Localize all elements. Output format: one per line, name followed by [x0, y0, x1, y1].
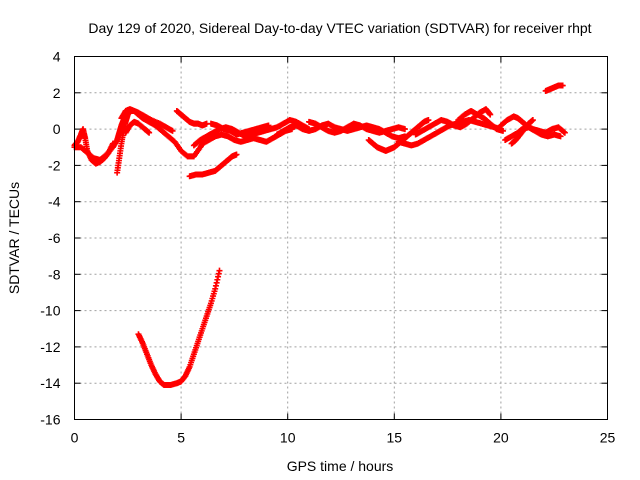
x-tick-labels: 0 5 10 15 20 25 [71, 430, 616, 446]
y-tick-label: -12 [40, 339, 60, 355]
series-pass-8 [135, 267, 223, 389]
y-tick-label: -4 [48, 194, 61, 210]
data-point [560, 128, 567, 135]
series-pass-5 [122, 118, 153, 136]
series-pass-7 [186, 151, 240, 180]
y-tick-label: -16 [40, 412, 60, 428]
x-tick-label: 0 [71, 430, 79, 446]
data-point [233, 151, 240, 158]
y-tick-label: -10 [40, 303, 60, 319]
data-point [401, 126, 408, 133]
series-pass-16 [412, 106, 494, 138]
series-pass-21 [542, 82, 566, 94]
series-pass-13 [306, 118, 408, 136]
data-point [561, 129, 568, 136]
series-pass-20 [508, 117, 536, 147]
series-pass-14 [365, 117, 432, 154]
chart-title: Day 129 of 2020, Sidereal Day-to-day VTE… [88, 20, 591, 36]
series-pass-11 [207, 120, 272, 138]
y-tick-label: -6 [48, 230, 61, 246]
x-tick-label: 15 [387, 430, 403, 446]
data-series [71, 82, 568, 389]
x-tick-label: 25 [600, 430, 616, 446]
data-point [425, 117, 432, 124]
series-pass-6 [173, 107, 210, 129]
x-axis-label: GPS time / hours [287, 458, 394, 474]
data-point [559, 82, 566, 89]
y-tick-label: 2 [53, 85, 61, 101]
data-point [216, 267, 223, 274]
y-tick-labels: -16 -14 -12 -10 -8 -6 -4 -2 0 2 4 [40, 49, 60, 428]
series-pass-17 [455, 107, 507, 134]
y-tick-label: -2 [48, 157, 61, 173]
data-point [146, 129, 153, 136]
data-point [265, 122, 272, 129]
x-tick-label: 5 [177, 430, 185, 446]
data-point [529, 117, 536, 124]
y-axis-label: SDTVAR / TECUs [6, 182, 22, 294]
series-pass-4 [118, 106, 208, 160]
data-point [500, 127, 507, 134]
y-tick-label: -8 [48, 266, 61, 282]
x-tick-label: 10 [280, 430, 296, 446]
data-point [169, 127, 176, 134]
x-tick-label: 20 [493, 430, 509, 446]
data-point [557, 133, 564, 140]
y-tick-label: 0 [53, 121, 61, 137]
data-point [487, 111, 494, 118]
y-tick-label: -14 [40, 375, 60, 391]
plot-frame [74, 56, 608, 420]
grid-lines [74, 56, 608, 420]
y-tick-label: 4 [53, 49, 61, 65]
